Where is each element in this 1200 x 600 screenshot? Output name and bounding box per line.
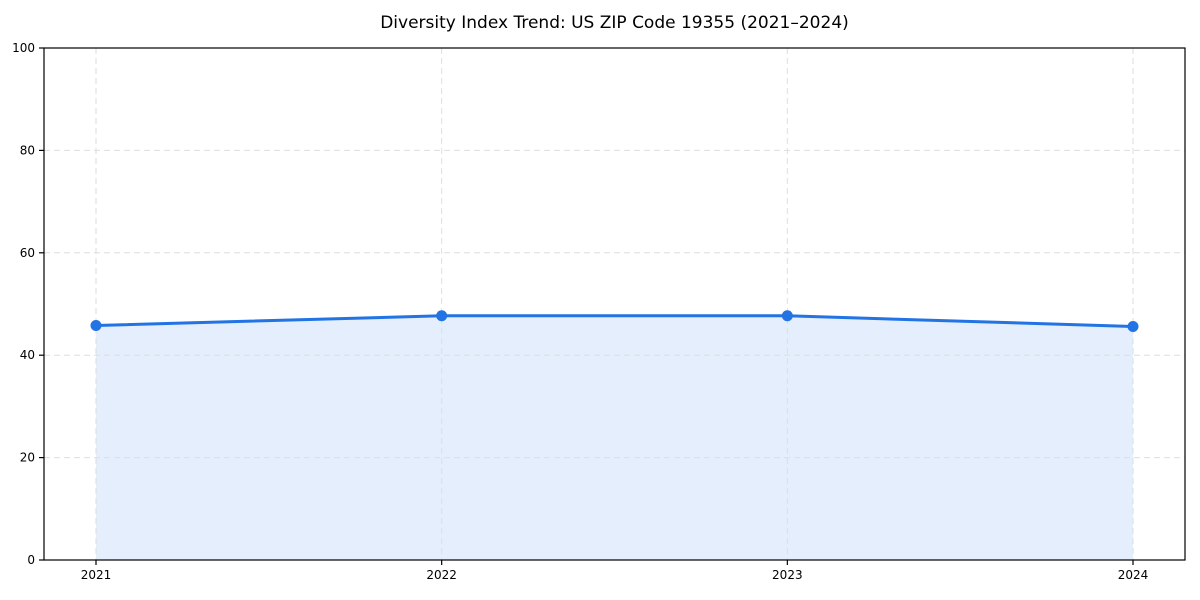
area-fill (96, 315, 1133, 560)
data-point-2021 (90, 320, 102, 332)
x-tick-label: 2021 (81, 568, 112, 582)
trend-line (94, 314, 1135, 329)
y-tick-label: 60 (20, 246, 35, 260)
x-tick-label: 2023 (772, 568, 803, 582)
y-tick-label: 40 (20, 348, 35, 362)
data-point-2023 (781, 310, 793, 322)
y-tick-label: 0 (27, 553, 35, 567)
x-tick-label: 2022 (426, 568, 457, 582)
plot-border (43, 47, 1186, 561)
y-tick-label: 80 (20, 143, 35, 157)
chart-title: Diversity Index Trend: US ZIP Code 19355… (380, 13, 849, 33)
x-tick-label: 2024 (1118, 568, 1149, 582)
y-tick-label: 100 (12, 41, 35, 55)
data-point-2024 (1127, 321, 1139, 333)
data-point-2022 (436, 310, 448, 322)
y-tick-label: 20 (20, 451, 35, 465)
